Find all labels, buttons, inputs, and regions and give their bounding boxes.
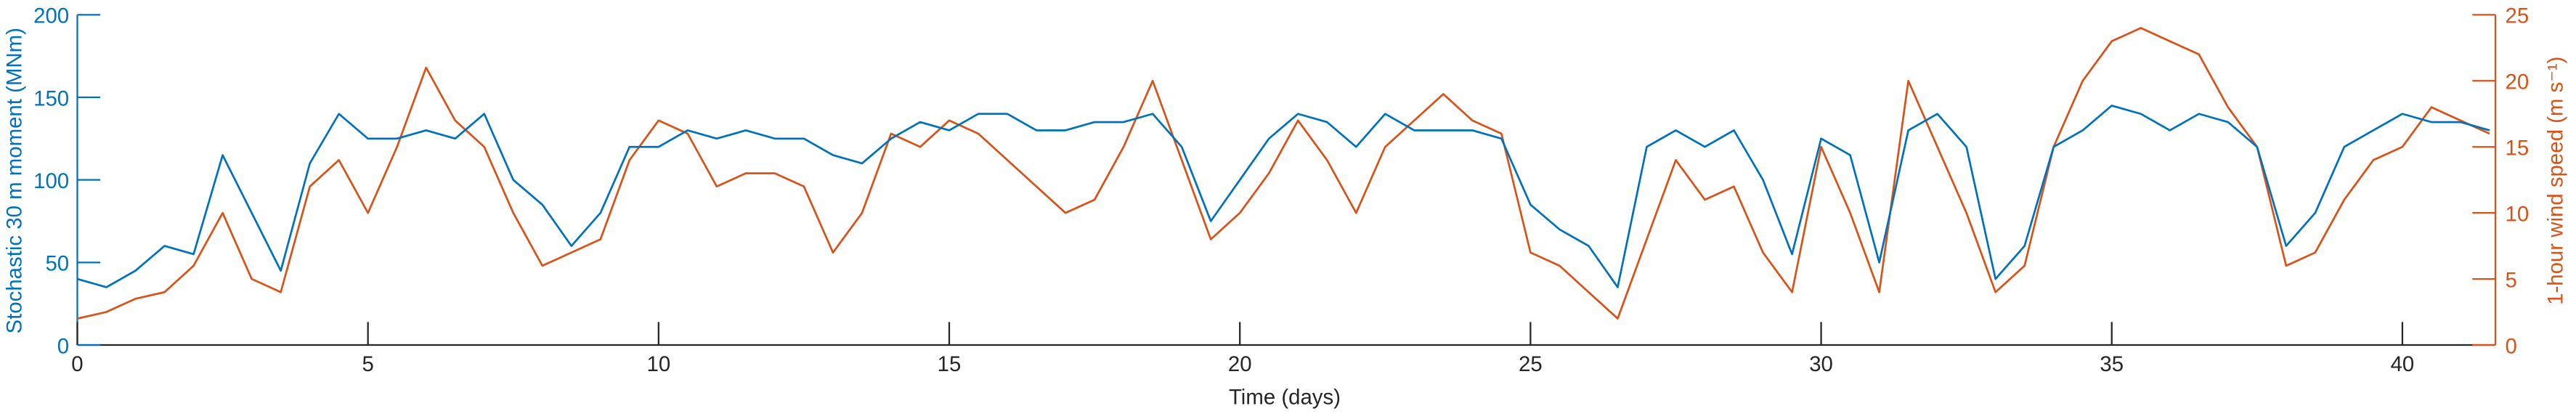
- y2-tick-label: 5: [2506, 268, 2517, 292]
- y-tick-label: 150: [33, 86, 69, 110]
- y2-tick-label: 20: [2506, 70, 2530, 94]
- x-tick-label: 25: [1519, 352, 1543, 376]
- series-line: [77, 27, 2490, 320]
- y2-tick-label: 10: [2506, 202, 2530, 226]
- x-tick-label: 0: [71, 352, 83, 376]
- x-tick-label: 10: [646, 352, 670, 376]
- x-tick-label: 30: [1809, 352, 1833, 376]
- x-tick-label: 20: [1228, 352, 1252, 376]
- y2-tick-label: 15: [2506, 137, 2530, 161]
- y2-axis-label: 1-hour wind speed (m s⁻¹): [2544, 57, 2568, 305]
- y2-tick-label: 25: [2506, 4, 2530, 28]
- y2-tick-label: 0: [2506, 334, 2517, 358]
- x-tick-label: 40: [2391, 352, 2415, 376]
- x-tick-label: 35: [2100, 352, 2124, 376]
- y-tick-label: 100: [33, 169, 69, 193]
- x-tick-label: 15: [938, 352, 962, 376]
- x-tick-label: 5: [362, 352, 373, 376]
- y-axis-label: Stochastic 30 m moment (MNm): [3, 28, 27, 333]
- y-tick-label: 200: [33, 4, 69, 28]
- y-tick-label: 50: [45, 252, 69, 276]
- y-tick-label: 0: [57, 334, 69, 358]
- x-axis-label: Time (days): [1229, 385, 1341, 409]
- series-line: [77, 105, 2490, 288]
